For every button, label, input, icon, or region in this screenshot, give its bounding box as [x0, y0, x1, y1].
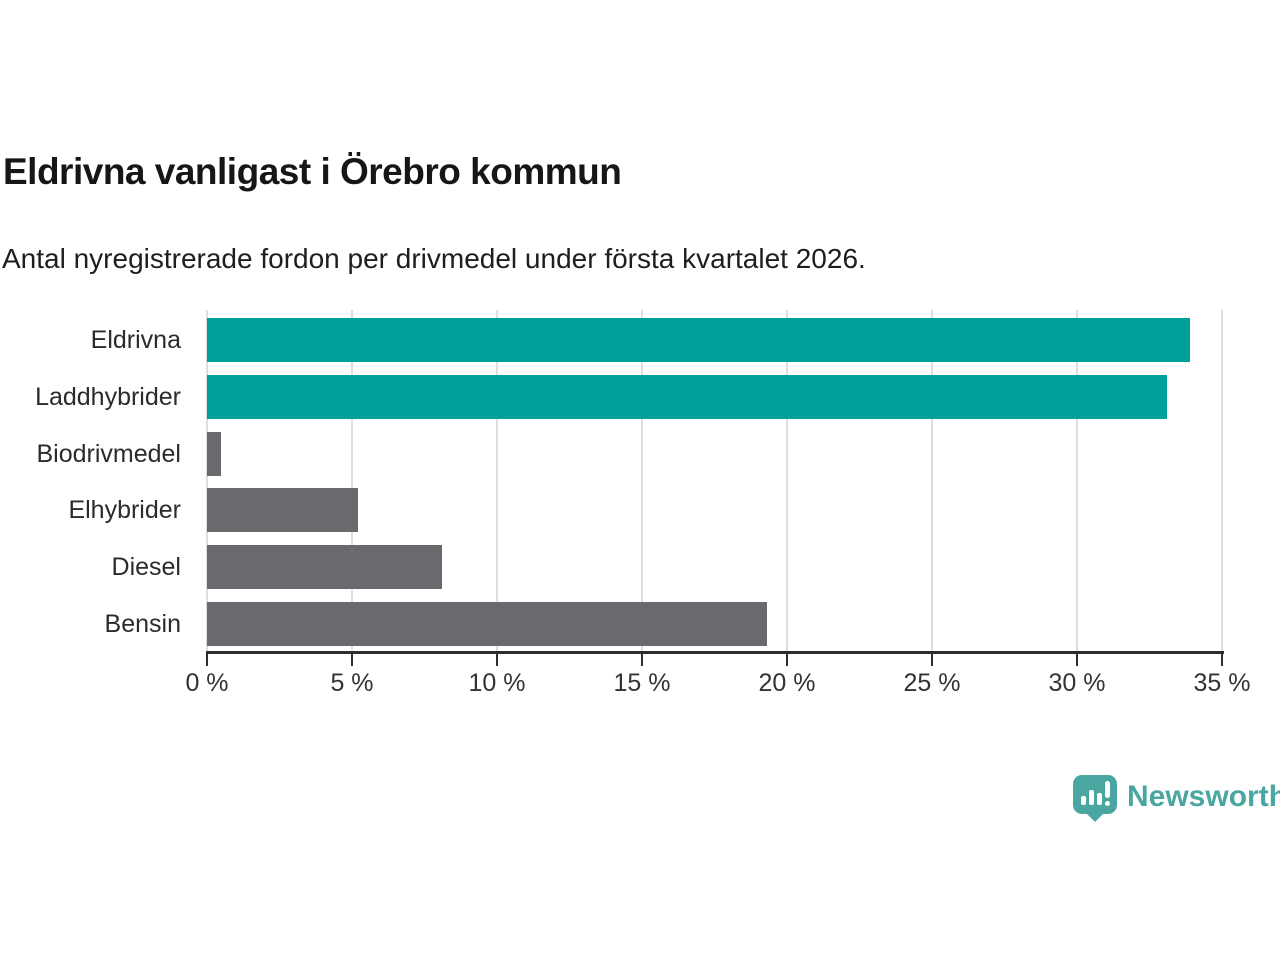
gridline-15 [641, 310, 643, 652]
bar-elhybrider [207, 488, 358, 532]
x-tick-label-15: 15 % [613, 669, 671, 697]
x-tick-0 [206, 651, 208, 666]
x-tick-label-30: 30 % [1048, 669, 1106, 697]
bar-eldrivna [207, 318, 1191, 362]
plot-area [206, 310, 1223, 652]
x-tick-label-35: 35 % [1193, 669, 1251, 697]
x-tick-label-20: 20 % [758, 669, 816, 697]
x-tick-15 [641, 651, 643, 666]
x-tick-20 [786, 651, 788, 666]
bar-biodrivmedel [207, 432, 222, 476]
category-label-laddhybrider: Laddhybrider [35, 383, 181, 411]
gridline-25 [931, 310, 933, 652]
chart-subtitle: Antal nyregistrerade fordon per drivmede… [2, 243, 866, 274]
newsworthy-logo: Newsworthy [1072, 774, 1280, 822]
gridline-0 [206, 310, 208, 652]
chart-title: Eldrivna vanligast i Örebro kommun [3, 151, 622, 192]
x-tick-25 [931, 651, 933, 666]
gridline-20 [786, 310, 788, 652]
x-tick-label-0: 0 % [185, 669, 229, 697]
gridline-5 [351, 310, 353, 652]
category-label-diesel: Diesel [111, 553, 181, 581]
x-axis: 0 % 5 % 10 % 15 % 20 % 25 % 30 % 35 % [185, 651, 1250, 701]
bar-laddhybrider [207, 375, 1167, 419]
x-axis-line [206, 651, 1224, 654]
gridline-10 [496, 310, 498, 652]
category-label-elhybrider: Elhybrider [68, 496, 181, 524]
gridline-30 [1076, 310, 1078, 652]
category-axis: Eldrivna Laddhybrider Biodrivmedel Elhybrid… [0, 310, 193, 652]
x-tick-35 [1221, 651, 1223, 666]
newsworthy-logo-text: Newsworthy [1127, 780, 1280, 813]
x-tick-30 [1076, 651, 1078, 666]
gridline-35 [1221, 310, 1223, 652]
category-label-bensin: Bensin [104, 610, 181, 638]
x-tick-label-25: 25 % [903, 669, 961, 697]
x-tick-10 [496, 651, 498, 666]
bar-bensin [207, 602, 767, 646]
x-tick-5 [351, 651, 353, 666]
category-label-biodrivmedel: Biodrivmedel [36, 440, 181, 468]
category-label-eldrivna: Eldrivna [90, 326, 181, 354]
x-tick-label-5: 5 % [330, 669, 374, 697]
x-tick-label-10: 10 % [468, 669, 526, 697]
bar-diesel [207, 545, 442, 589]
badge-bars-icon [1081, 781, 1110, 806]
newsworthy-badge-icon [1073, 775, 1117, 822]
